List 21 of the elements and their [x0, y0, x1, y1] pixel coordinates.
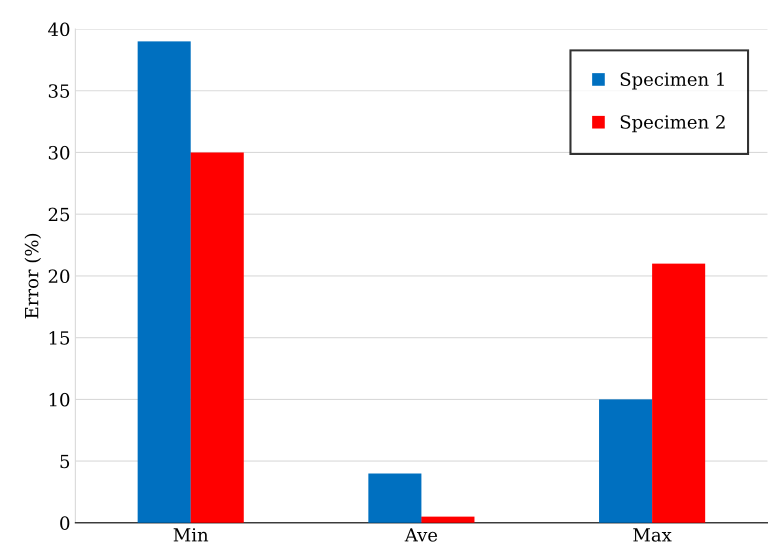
- y-tick-label: 15: [50, 331, 70, 345]
- y-tick-label: 0: [60, 516, 70, 530]
- x-tick-label: Ave: [404, 528, 438, 542]
- bar: [138, 41, 191, 523]
- y-tick-label: 35: [48, 84, 70, 98]
- y-tick-label: 20: [48, 269, 70, 284]
- bar: [599, 399, 652, 523]
- bar: [421, 516, 474, 523]
- legend-label: Specimen 2: [620, 115, 725, 132]
- bar: [190, 152, 244, 523]
- y-tick-label: 10: [50, 392, 70, 407]
- bar: [368, 473, 422, 523]
- y-tick-label: 25: [48, 208, 70, 222]
- y-axis-title: Error (%): [24, 234, 42, 318]
- x-tick-label: Min: [174, 528, 208, 542]
- y-tick-label: 40: [48, 22, 70, 36]
- x-tick-label: Max: [633, 528, 672, 542]
- bar: [652, 264, 706, 523]
- legend-label: Specimen 1: [620, 72, 724, 90]
- y-tick-label: 5: [60, 454, 70, 468]
- y-tick-label: 30: [48, 146, 70, 160]
